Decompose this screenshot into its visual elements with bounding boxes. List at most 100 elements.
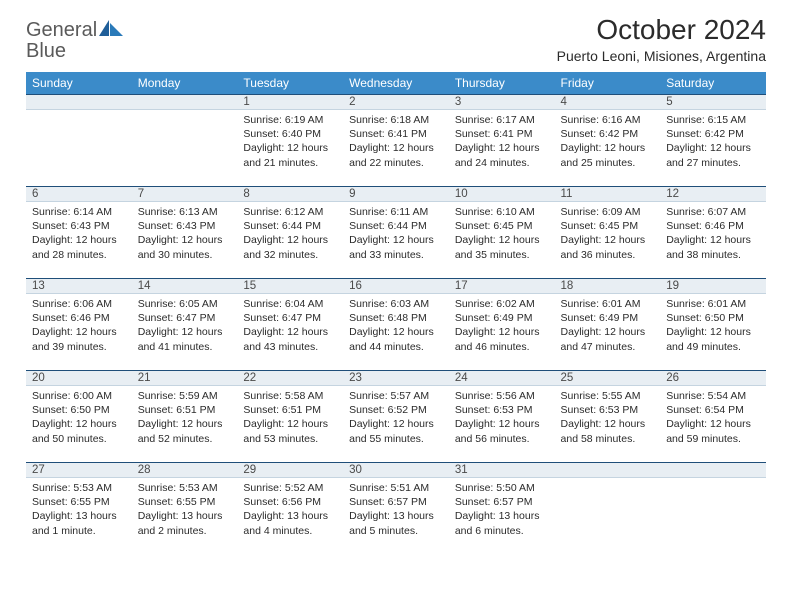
day-details: Sunrise: 6:07 AMSunset: 6:46 PMDaylight:… — [660, 202, 766, 264]
weekday-header: Monday — [132, 72, 238, 94]
day-details: Sunrise: 6:14 AMSunset: 6:43 PMDaylight:… — [26, 202, 132, 264]
calendar-cell: 14Sunrise: 6:05 AMSunset: 6:47 PMDayligh… — [132, 278, 238, 370]
day-details: Sunrise: 6:15 AMSunset: 6:42 PMDaylight:… — [660, 110, 766, 172]
day-details: Sunrise: 5:52 AMSunset: 6:56 PMDaylight:… — [237, 478, 343, 540]
day-number: 29 — [237, 462, 343, 478]
day-details: Sunrise: 5:58 AMSunset: 6:51 PMDaylight:… — [237, 386, 343, 448]
day-number: 30 — [343, 462, 449, 478]
calendar-cell: 28Sunrise: 5:53 AMSunset: 6:55 PMDayligh… — [132, 462, 238, 554]
day-number: 5 — [660, 94, 766, 110]
day-details: Sunrise: 6:01 AMSunset: 6:49 PMDaylight:… — [555, 294, 661, 356]
calendar-table: SundayMondayTuesdayWednesdayThursdayFrid… — [26, 72, 766, 554]
logo: General Blue — [26, 20, 123, 62]
calendar-cell — [26, 94, 132, 186]
calendar-cell: 12Sunrise: 6:07 AMSunset: 6:46 PMDayligh… — [660, 186, 766, 278]
day-number: 28 — [132, 462, 238, 478]
day-details: Sunrise: 6:02 AMSunset: 6:49 PMDaylight:… — [449, 294, 555, 356]
day-number: 16 — [343, 278, 449, 294]
calendar-cell: 2Sunrise: 6:18 AMSunset: 6:41 PMDaylight… — [343, 94, 449, 186]
day-number: 6 — [26, 186, 132, 202]
day-number: 22 — [237, 370, 343, 386]
day-details: Sunrise: 6:00 AMSunset: 6:50 PMDaylight:… — [26, 386, 132, 448]
location-label: Puerto Leoni, Misiones, Argentina — [557, 48, 766, 64]
day-number: 23 — [343, 370, 449, 386]
day-number-empty — [132, 94, 238, 110]
day-details: Sunrise: 5:57 AMSunset: 6:52 PMDaylight:… — [343, 386, 449, 448]
day-details: Sunrise: 6:12 AMSunset: 6:44 PMDaylight:… — [237, 202, 343, 264]
day-details: Sunrise: 5:50 AMSunset: 6:57 PMDaylight:… — [449, 478, 555, 540]
day-number: 17 — [449, 278, 555, 294]
calendar-cell: 11Sunrise: 6:09 AMSunset: 6:45 PMDayligh… — [555, 186, 661, 278]
calendar-cell: 27Sunrise: 5:53 AMSunset: 6:55 PMDayligh… — [26, 462, 132, 554]
day-details: Sunrise: 6:11 AMSunset: 6:44 PMDaylight:… — [343, 202, 449, 264]
day-details: Sunrise: 6:17 AMSunset: 6:41 PMDaylight:… — [449, 110, 555, 172]
day-number: 9 — [343, 186, 449, 202]
title-block: October 2024 Puerto Leoni, Misiones, Arg… — [557, 14, 766, 64]
day-number: 14 — [132, 278, 238, 294]
logo-sail-icon — [99, 20, 123, 36]
day-number: 18 — [555, 278, 661, 294]
calendar-week: 20Sunrise: 6:00 AMSunset: 6:50 PMDayligh… — [26, 370, 766, 462]
calendar-cell: 3Sunrise: 6:17 AMSunset: 6:41 PMDaylight… — [449, 94, 555, 186]
day-number: 20 — [26, 370, 132, 386]
calendar-cell: 21Sunrise: 5:59 AMSunset: 6:51 PMDayligh… — [132, 370, 238, 462]
calendar-week: 6Sunrise: 6:14 AMSunset: 6:43 PMDaylight… — [26, 186, 766, 278]
calendar-cell: 17Sunrise: 6:02 AMSunset: 6:49 PMDayligh… — [449, 278, 555, 370]
day-number: 26 — [660, 370, 766, 386]
day-details: Sunrise: 5:53 AMSunset: 6:55 PMDaylight:… — [26, 478, 132, 540]
day-details: Sunrise: 6:03 AMSunset: 6:48 PMDaylight:… — [343, 294, 449, 356]
calendar-head: SundayMondayTuesdayWednesdayThursdayFrid… — [26, 72, 766, 94]
logo-word1: General — [26, 19, 97, 41]
day-number-empty — [555, 462, 661, 478]
calendar-cell: 25Sunrise: 5:55 AMSunset: 6:53 PMDayligh… — [555, 370, 661, 462]
logo-text: General Blue — [26, 20, 123, 62]
day-number: 31 — [449, 462, 555, 478]
calendar-cell: 13Sunrise: 6:06 AMSunset: 6:46 PMDayligh… — [26, 278, 132, 370]
day-details: Sunrise: 6:10 AMSunset: 6:45 PMDaylight:… — [449, 202, 555, 264]
weekday-header: Tuesday — [237, 72, 343, 94]
day-details: Sunrise: 5:53 AMSunset: 6:55 PMDaylight:… — [132, 478, 238, 540]
day-number: 3 — [449, 94, 555, 110]
day-details: Sunrise: 5:56 AMSunset: 6:53 PMDaylight:… — [449, 386, 555, 448]
calendar-cell — [555, 462, 661, 554]
calendar-cell: 31Sunrise: 5:50 AMSunset: 6:57 PMDayligh… — [449, 462, 555, 554]
day-number: 7 — [132, 186, 238, 202]
day-number-empty — [660, 462, 766, 478]
calendar-cell: 9Sunrise: 6:11 AMSunset: 6:44 PMDaylight… — [343, 186, 449, 278]
day-details: Sunrise: 6:05 AMSunset: 6:47 PMDaylight:… — [132, 294, 238, 356]
calendar-cell — [660, 462, 766, 554]
day-details: Sunrise: 6:16 AMSunset: 6:42 PMDaylight:… — [555, 110, 661, 172]
calendar-cell: 4Sunrise: 6:16 AMSunset: 6:42 PMDaylight… — [555, 94, 661, 186]
page-title: October 2024 — [557, 14, 766, 46]
calendar-cell: 23Sunrise: 5:57 AMSunset: 6:52 PMDayligh… — [343, 370, 449, 462]
day-number: 15 — [237, 278, 343, 294]
calendar-cell: 10Sunrise: 6:10 AMSunset: 6:45 PMDayligh… — [449, 186, 555, 278]
calendar-cell: 22Sunrise: 5:58 AMSunset: 6:51 PMDayligh… — [237, 370, 343, 462]
day-number: 4 — [555, 94, 661, 110]
calendar-cell: 15Sunrise: 6:04 AMSunset: 6:47 PMDayligh… — [237, 278, 343, 370]
day-number: 8 — [237, 186, 343, 202]
day-number: 12 — [660, 186, 766, 202]
day-details: Sunrise: 5:51 AMSunset: 6:57 PMDaylight:… — [343, 478, 449, 540]
calendar-cell: 18Sunrise: 6:01 AMSunset: 6:49 PMDayligh… — [555, 278, 661, 370]
calendar-body: 1Sunrise: 6:19 AMSunset: 6:40 PMDaylight… — [26, 94, 766, 554]
day-details: Sunrise: 6:13 AMSunset: 6:43 PMDaylight:… — [132, 202, 238, 264]
calendar-week: 27Sunrise: 5:53 AMSunset: 6:55 PMDayligh… — [26, 462, 766, 554]
day-number: 21 — [132, 370, 238, 386]
day-number: 1 — [237, 94, 343, 110]
day-number: 10 — [449, 186, 555, 202]
calendar-week: 1Sunrise: 6:19 AMSunset: 6:40 PMDaylight… — [26, 94, 766, 186]
calendar-cell: 20Sunrise: 6:00 AMSunset: 6:50 PMDayligh… — [26, 370, 132, 462]
day-details: Sunrise: 6:18 AMSunset: 6:41 PMDaylight:… — [343, 110, 449, 172]
day-details: Sunrise: 5:59 AMSunset: 6:51 PMDaylight:… — [132, 386, 238, 448]
day-details: Sunrise: 5:55 AMSunset: 6:53 PMDaylight:… — [555, 386, 661, 448]
calendar-cell: 26Sunrise: 5:54 AMSunset: 6:54 PMDayligh… — [660, 370, 766, 462]
calendar-cell: 7Sunrise: 6:13 AMSunset: 6:43 PMDaylight… — [132, 186, 238, 278]
weekday-header: Friday — [555, 72, 661, 94]
day-number: 19 — [660, 278, 766, 294]
calendar-cell: 29Sunrise: 5:52 AMSunset: 6:56 PMDayligh… — [237, 462, 343, 554]
day-details: Sunrise: 6:09 AMSunset: 6:45 PMDaylight:… — [555, 202, 661, 264]
day-number: 24 — [449, 370, 555, 386]
day-number: 11 — [555, 186, 661, 202]
logo-word2: Blue — [26, 40, 66, 62]
